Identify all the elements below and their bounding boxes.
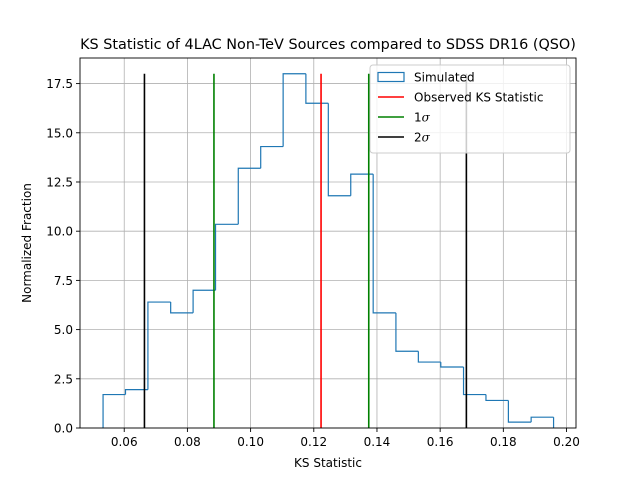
y-axis-label: Normalized Fraction [20,183,34,303]
histogram-bin [147,301,171,390]
y-tick-label: 10.0 [46,225,73,239]
x-tick-label: 0.14 [364,435,391,449]
histogram-bin [237,167,261,225]
y-tick-label: 2.5 [54,372,73,386]
legend-box [369,64,571,154]
histogram-bin [440,362,464,368]
legend-label: 2σ [414,131,431,145]
histogram-bin [417,351,441,363]
histogram-bin [395,312,419,352]
histogram-bin [372,174,396,314]
histogram-bin [350,173,374,196]
legend-swatch [377,71,405,83]
y-tick-label: 5.0 [54,323,73,337]
chart-title: KS Statistic of 4LAC Non-TeV Sources com… [80,37,576,53]
legend-label: 1σ [414,111,431,125]
histogram-bin [485,394,509,402]
histogram-bin [282,73,306,147]
histogram-bin [214,223,239,291]
histogram-bin [124,389,148,395]
x-tick-label: 0.08 [174,435,201,449]
y-tick-label: 17.5 [46,77,73,91]
x-tick-label: 0.18 [490,435,517,449]
histogram-bin [102,393,126,428]
x-tick-label: 0.06 [111,435,138,449]
legend: Simulated Observed KS Statistic 1σ 2σ [369,64,571,154]
histogram-bin [192,289,216,313]
x-tick-label: 0.16 [427,435,454,449]
legend-label: Simulated [414,71,475,85]
histogram-bin [170,302,194,314]
histogram-bin [530,416,554,423]
histogram-bin [260,145,284,169]
x-tick-label: 0.12 [300,435,327,449]
axes-layer: 0.06 0.08 0.10 0.12 0.14 0.16 0.18 0.20 0.0 2.5 5.… [46,57,580,449]
axes-frame [79,57,577,429]
x-axis-label: KS Statistic [294,456,362,470]
legend-label: Observed KS Statistic [414,91,543,105]
x-tick-label: 0.10 [237,435,264,449]
y-tick-label: 7.5 [54,274,73,288]
x-tick-label: 0.20 [553,435,580,449]
histogram-bin [462,366,486,396]
histogram-bin [327,103,351,197]
y-tick-label: 12.5 [46,175,73,189]
y-tick-label: 15.0 [46,126,73,140]
y-tick-label: 0.0 [54,422,73,436]
histogram-bin [507,400,532,423]
